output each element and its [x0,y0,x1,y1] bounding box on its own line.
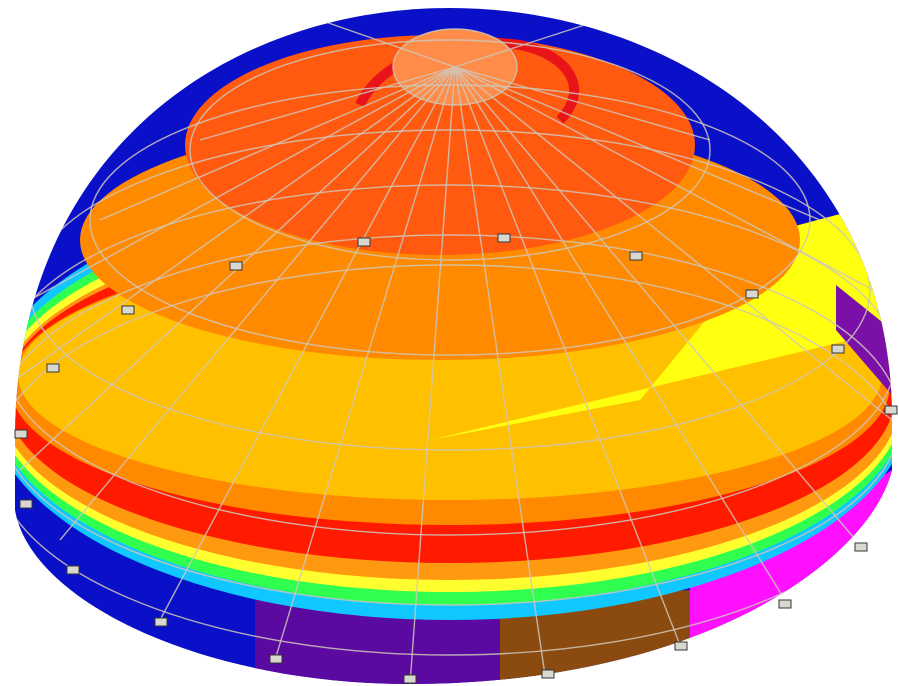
dome-render [0,0,899,686]
contour-bands [0,0,899,686]
page [0,0,899,686]
